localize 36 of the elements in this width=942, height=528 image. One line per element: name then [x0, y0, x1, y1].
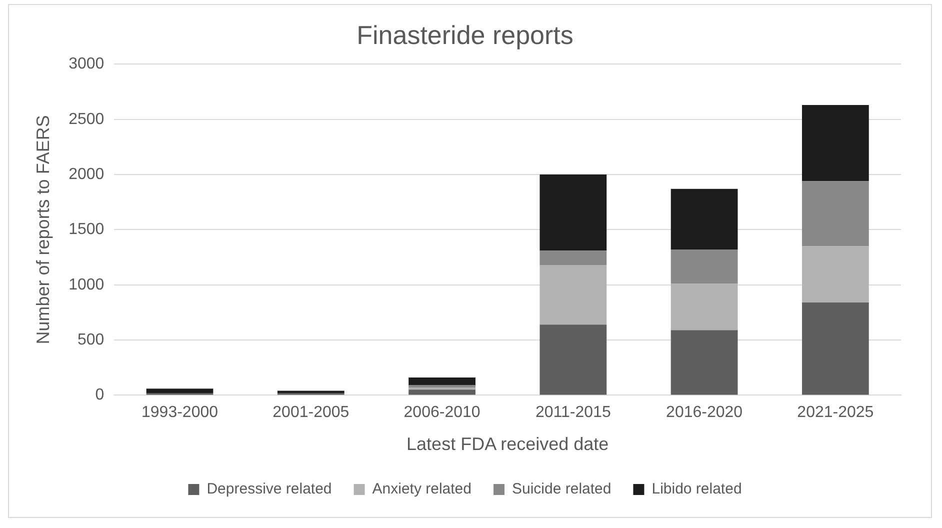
y-tick-label: 0 [95, 386, 104, 404]
bar [540, 265, 607, 325]
bar [670, 250, 738, 284]
bar [540, 174, 607, 251]
y-tick-label: 2500 [68, 110, 104, 128]
bar [146, 388, 214, 393]
legend-label: Depressive related [206, 480, 332, 498]
y-axis-title: Number of reports to FAERS [32, 115, 53, 344]
legend-label: Anxiety related [372, 480, 472, 498]
y-tick-label: 1500 [68, 221, 104, 238]
chart-title: Finasteride reports [356, 20, 574, 50]
bar [670, 284, 738, 330]
bar [802, 105, 869, 182]
bar [670, 188, 738, 250]
x-axis-title: Latest FDA received date [406, 434, 609, 454]
bar [408, 387, 476, 390]
legend-label: Libido related [652, 480, 742, 498]
bar [802, 246, 869, 303]
bar [540, 324, 607, 395]
y-tick-label: 500 [77, 331, 104, 348]
bar [408, 390, 476, 395]
legend-label: Suicide related [512, 480, 612, 498]
x-tick-label: 2016-2020 [666, 404, 743, 422]
bar [408, 378, 476, 386]
x-tick-label: 2001-2005 [272, 404, 350, 422]
y-tick-label: 2000 [68, 166, 104, 183]
y-tick-label: 1000 [68, 276, 104, 294]
x-tick-label: 2006-2010 [404, 404, 480, 422]
bar [540, 250, 607, 266]
x-tick-label: 2011-2015 [536, 404, 611, 422]
y-tick-label: 3000 [68, 56, 104, 73]
bar [670, 330, 738, 395]
x-tick-label: 2021-2025 [797, 404, 874, 422]
bar [802, 181, 869, 246]
bar [802, 302, 869, 395]
x-tick-label: 1993-2000 [142, 404, 218, 422]
